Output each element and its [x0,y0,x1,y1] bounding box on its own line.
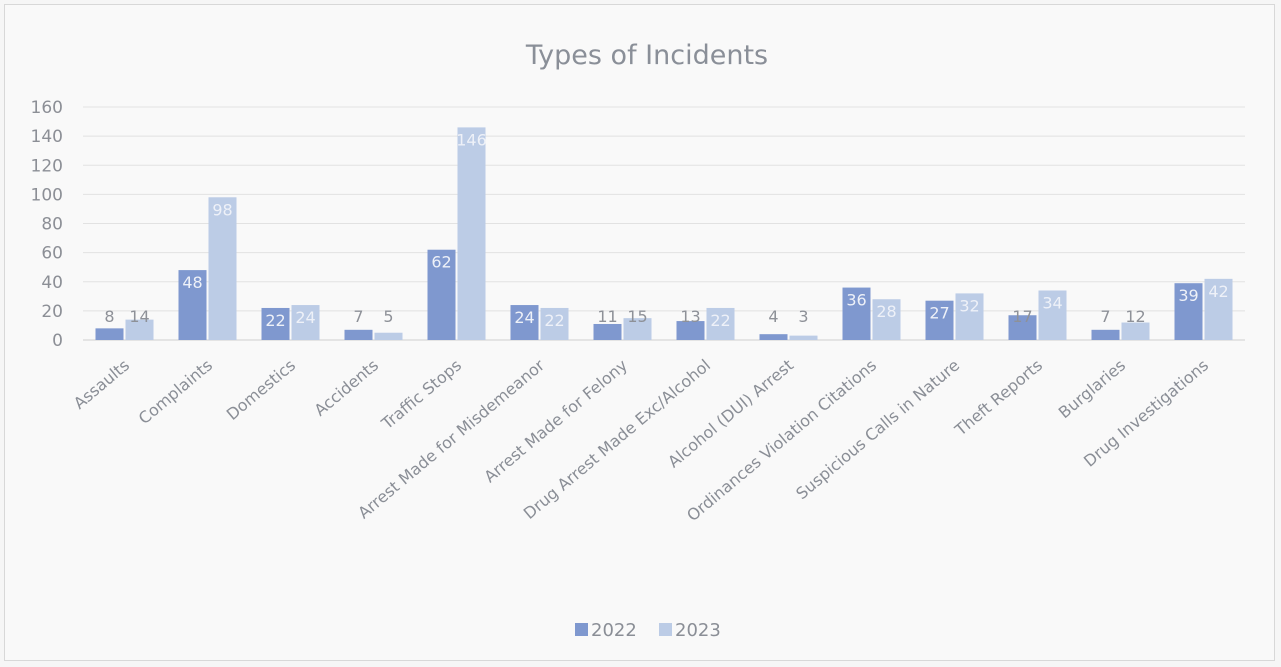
bar [1204,278,1233,340]
bar [344,329,373,340]
data-label: 22 [265,311,285,330]
bar [872,299,901,340]
data-label: 5 [383,307,393,326]
data-label: 13 [680,307,700,326]
y-tick-label: 60 [41,244,63,264]
data-label: 17 [1012,307,1032,326]
data-label: 7 [1100,307,1110,326]
data-label: 62 [431,253,451,272]
data-label: 24 [514,308,534,327]
data-label: 28 [876,302,896,321]
legend: 2022 2023 [575,620,721,641]
bar [457,127,486,340]
data-label: 32 [959,296,979,315]
data-label: 22 [710,311,730,330]
bar [623,318,652,340]
bar [925,300,954,340]
bar [789,335,818,340]
bar [208,197,237,340]
data-label: 27 [929,304,949,323]
category-label: Suspicious Calls in Nature [792,356,963,504]
bar [1008,315,1037,340]
data-label: 24 [295,308,315,327]
bar [593,323,622,340]
chart-title: Types of Incidents [525,40,768,71]
data-label: 39 [1178,286,1198,305]
data-label: 146 [456,130,487,149]
bar [676,321,705,340]
legend-swatch [575,623,588,636]
data-label: 36 [846,291,866,310]
y-tick-label: 20 [41,302,63,322]
data-label: 98 [212,200,232,219]
bar [1174,283,1203,340]
data-label: 4 [768,307,778,326]
bar [95,328,124,340]
bar [427,249,456,340]
bar [125,319,154,340]
data-labels: 8 14 48 98 22 24 7 5 62 146 24 22 11 15 13 22 4 3 36 28 27 32… [104,130,1228,330]
data-label: 42 [1208,282,1228,301]
data-label: 15 [627,307,647,326]
legend-entry: 2023 [675,620,721,641]
bar [374,332,403,340]
data-label: 34 [1042,293,1062,312]
data-label: 8 [104,307,114,326]
category-label: Burglaries [1055,356,1129,423]
bar [261,307,290,340]
data-label: 3 [798,307,808,326]
bar [291,305,320,340]
data-label: 14 [129,307,149,326]
chart-svg: Types of Incidents 0 20 40 60 80 100 120 140 160… [31,40,1245,641]
y-tick-label: 80 [41,215,63,235]
bar [178,270,207,340]
category-label: Traffic Stops [377,356,465,434]
data-label: 11 [597,307,617,326]
category-label: Domestics [223,356,299,424]
y-tick-label: 100 [31,185,63,205]
bar [540,307,569,340]
data-label: 22 [544,311,564,330]
category-label: Theft Reports [950,356,1046,441]
bars [95,127,1233,340]
bar [842,287,871,340]
bar [1121,322,1150,340]
bar [955,293,984,340]
data-label: 12 [1125,307,1145,326]
y-tick-label: 40 [41,273,63,293]
y-axis-ticks: 0 20 40 60 80 100 120 140 160 [31,98,63,351]
bar [1091,329,1120,340]
y-tick-label: 0 [52,331,63,351]
grid-lines [83,106,1245,341]
data-label: 48 [182,273,202,292]
chart-frame: Types of Incidents 0 20 40 60 80 100 120 140 160… [4,4,1275,661]
y-tick-label: 160 [31,98,63,118]
y-tick-label: 140 [31,127,63,147]
legend-swatch [659,623,672,636]
data-label: 7 [353,307,363,326]
category-label: Arrest Made for Felony [480,356,631,487]
category-label: Complaints [135,356,216,429]
category-labels: Assaults Complaints Domestics AccidentsTraf… [70,355,1212,525]
category-label: Assaults [70,356,133,413]
legend-entry: 2022 [591,620,637,641]
bar [510,305,539,340]
bar [706,307,735,340]
y-tick-label: 120 [31,156,63,176]
category-label: Accidents [311,356,383,420]
bar [1038,290,1067,340]
bar [759,334,788,340]
